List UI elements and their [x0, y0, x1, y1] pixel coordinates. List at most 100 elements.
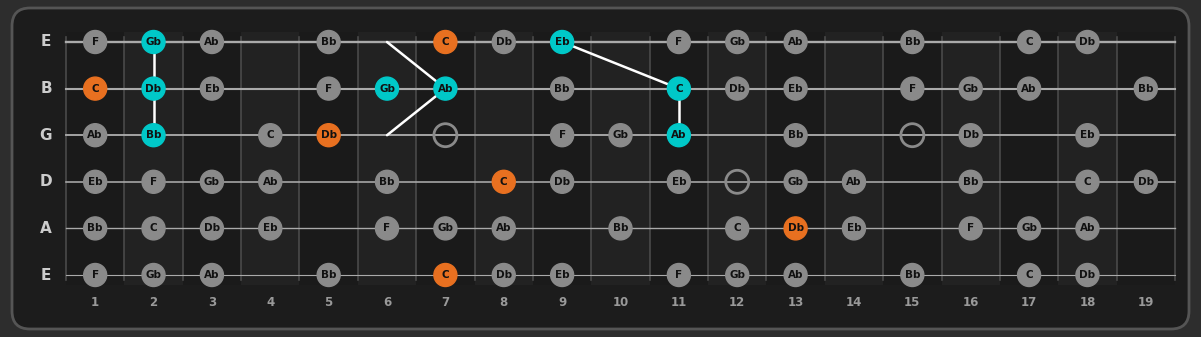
Circle shape [784, 77, 807, 100]
Circle shape [784, 124, 807, 147]
Text: Ab: Ab [1021, 84, 1036, 94]
Circle shape [434, 264, 456, 286]
Circle shape [784, 170, 807, 193]
Text: Gb: Gb [729, 270, 746, 280]
Bar [299, 32, 358, 285]
Circle shape [258, 217, 282, 240]
Text: Eb: Eb [847, 223, 861, 234]
Circle shape [784, 264, 807, 286]
Circle shape [376, 170, 399, 193]
Bar [709, 32, 766, 285]
Circle shape [434, 217, 456, 240]
Circle shape [842, 217, 866, 240]
Text: Gb: Gb [963, 84, 979, 94]
Text: 2: 2 [149, 297, 157, 309]
Circle shape [668, 170, 691, 193]
Bar [125, 32, 183, 285]
Circle shape [960, 170, 982, 193]
Text: F: F [325, 84, 333, 94]
Text: C: C [150, 223, 157, 234]
Circle shape [84, 31, 107, 54]
Text: Eb: Eb [671, 177, 686, 187]
Circle shape [142, 31, 165, 54]
Text: Gb: Gb [613, 130, 628, 140]
Text: D: D [40, 174, 53, 189]
FancyBboxPatch shape [12, 8, 1189, 329]
Text: Gb: Gb [380, 84, 395, 94]
Text: Ab: Ab [847, 177, 862, 187]
Circle shape [142, 217, 165, 240]
Text: Bb: Bb [145, 130, 161, 140]
Text: Bb: Bb [321, 270, 336, 280]
Text: Db: Db [729, 84, 746, 94]
Text: Db: Db [1080, 270, 1095, 280]
Text: Gb: Gb [204, 177, 220, 187]
Circle shape [609, 124, 632, 147]
Text: 10: 10 [613, 297, 628, 309]
Text: F: F [675, 37, 682, 47]
Circle shape [376, 77, 399, 100]
Bar [417, 32, 474, 285]
Text: F: F [675, 270, 682, 280]
Circle shape [668, 124, 691, 147]
Text: Eb: Eb [555, 270, 569, 280]
Text: Gb: Gb [145, 270, 162, 280]
Text: Gb: Gb [729, 37, 746, 47]
Circle shape [901, 77, 924, 100]
Text: 19: 19 [1137, 297, 1154, 309]
Text: Bb: Bb [904, 270, 920, 280]
Circle shape [142, 170, 165, 193]
Circle shape [317, 124, 340, 147]
Circle shape [725, 77, 748, 100]
Circle shape [492, 217, 515, 240]
Text: Bb: Bb [613, 223, 628, 234]
Circle shape [1076, 31, 1099, 54]
Text: F: F [91, 37, 98, 47]
Text: Eb: Eb [263, 223, 277, 234]
Circle shape [142, 77, 165, 100]
Circle shape [1076, 170, 1099, 193]
Circle shape [609, 217, 632, 240]
Text: Ab: Ab [1080, 223, 1095, 234]
Text: C: C [675, 84, 682, 94]
Text: Ab: Ab [204, 37, 220, 47]
Text: C: C [442, 270, 449, 280]
Circle shape [960, 124, 982, 147]
Text: F: F [558, 130, 566, 140]
Text: Eb: Eb [204, 84, 220, 94]
Text: Bb: Bb [963, 177, 979, 187]
Circle shape [434, 31, 456, 54]
Text: F: F [383, 223, 390, 234]
Text: C: C [267, 130, 274, 140]
Circle shape [84, 170, 107, 193]
Circle shape [725, 264, 748, 286]
Bar [1117, 32, 1175, 285]
Circle shape [317, 31, 340, 54]
Circle shape [901, 264, 924, 286]
Circle shape [668, 77, 691, 100]
Circle shape [725, 217, 748, 240]
Bar [942, 32, 1000, 285]
Bar [474, 32, 533, 285]
Text: 13: 13 [788, 297, 803, 309]
Text: Ab: Ab [788, 37, 803, 47]
Text: Db: Db [204, 223, 220, 234]
Text: C: C [91, 84, 98, 94]
Circle shape [317, 264, 340, 286]
Text: C: C [1026, 270, 1033, 280]
Text: Db: Db [1137, 177, 1154, 187]
Text: F: F [967, 223, 974, 234]
Text: Ab: Ab [788, 270, 803, 280]
Circle shape [960, 217, 982, 240]
Circle shape [725, 31, 748, 54]
Text: 15: 15 [904, 297, 920, 309]
Text: Ab: Ab [88, 130, 103, 140]
Text: Db: Db [145, 84, 162, 94]
Circle shape [1017, 264, 1040, 286]
Text: Eb: Eb [788, 84, 803, 94]
Circle shape [258, 124, 282, 147]
Circle shape [842, 170, 866, 193]
Circle shape [1017, 217, 1040, 240]
Circle shape [201, 264, 223, 286]
Text: 8: 8 [500, 297, 508, 309]
